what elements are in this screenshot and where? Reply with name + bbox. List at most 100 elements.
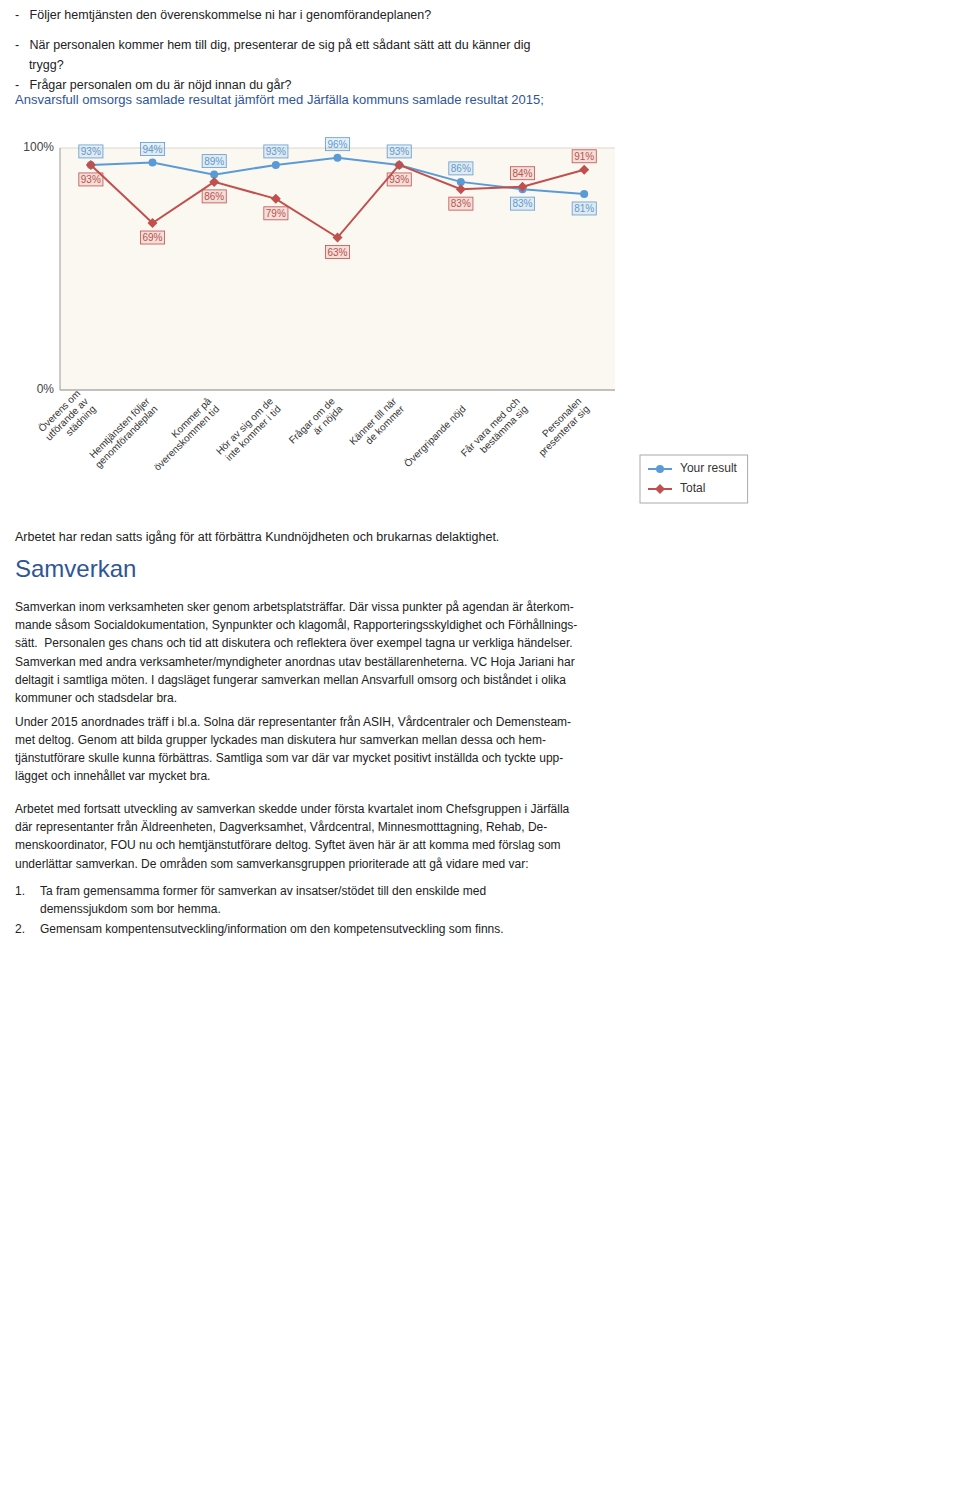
series-line: [91, 165, 584, 238]
data-label-text: 84%: [512, 168, 532, 179]
data-label: 81%: [572, 202, 596, 215]
marker: [333, 233, 343, 243]
data-label-box: [449, 162, 473, 175]
marker: [580, 190, 588, 198]
x-tick-label: Frågar om deär nöjda: [287, 395, 345, 453]
x-tick-label-group: Kommer påöverenskommen tid: [144, 395, 222, 473]
data-labels: 93% 93% 94% 69% 89% 86% 93% 79% 96% 63% 93% 93% 86% 8…: [79, 138, 596, 259]
data-label-box: [140, 231, 164, 244]
legend-frame: [640, 455, 748, 503]
data-label: 79%: [264, 207, 288, 220]
y-tick-label: 0%: [37, 382, 55, 396]
marker: [656, 465, 664, 473]
data-label-box: [79, 173, 103, 186]
data-label-text: 93%: [266, 146, 286, 157]
data-label: 86%: [202, 190, 226, 203]
data-label-text: 63%: [327, 247, 347, 258]
x-tick-label-group: Hör av sig om deinte kommer i tid: [214, 395, 283, 464]
data-label-text: 93%: [389, 146, 409, 157]
data-label-text: 94%: [142, 144, 162, 155]
data-label: 96%: [325, 138, 349, 151]
list-line: Ta fram gemensamma former för samverkan …: [40, 884, 486, 898]
x-tick-label-group: Hemtjänsten följergenomförandeplan: [85, 395, 160, 470]
chart-title: Ansvarsfull omsorgs samlade resultat jäm…: [15, 92, 544, 107]
bullet-text: - Följer hemtjänsten den överenskommelse…: [15, 8, 431, 22]
y-tick-label: 100%: [23, 140, 54, 154]
data-label-box: [140, 143, 164, 156]
data-label-text: 91%: [574, 151, 594, 162]
data-label-box: [510, 167, 534, 180]
paragraph-line: mande såsom Socialdokumentation, Synpunk…: [15, 618, 577, 632]
data-label: 83%: [510, 197, 534, 210]
marker: [334, 154, 342, 162]
x-tick-label: Personalenpresenterar sig: [529, 396, 592, 459]
marker: [579, 165, 589, 175]
x-tick-label: Får vara med ochbestämma sig: [459, 396, 530, 467]
bullet-text: - Frågar personalen om du är nöjd innan …: [15, 78, 292, 92]
paragraph-line: lägget och innehållet var mycket bra.: [15, 769, 210, 783]
data-label-box: [325, 246, 349, 259]
data-label-box: [325, 138, 349, 151]
paragraph-line: Under 2015 anordnades träff i bl.a. Soln…: [15, 715, 571, 729]
body-text: Arbetet har redan satts igång för att fö…: [15, 530, 499, 544]
paragraph-line: kommuner och stadsdelar bra.: [15, 691, 177, 705]
series-line: [91, 158, 584, 194]
data-label-text: 86%: [451, 163, 471, 174]
x-tick-label: Känner till närde kommer: [347, 395, 407, 455]
data-label: 89%: [202, 155, 226, 168]
data-label-text: 93%: [81, 174, 101, 185]
marker: [456, 184, 466, 194]
legend-label: Total: [680, 481, 705, 495]
data-label-box: [264, 207, 288, 220]
marker: [655, 484, 665, 494]
data-label-text: 83%: [451, 198, 471, 209]
data-label-text: 89%: [204, 156, 224, 167]
data-label: 63%: [325, 246, 349, 259]
data-label: 91%: [572, 150, 596, 163]
paragraph-line: menskoordinator, FOU nu och hemtjänstutf…: [15, 838, 561, 852]
x-tick-label: Överens omutförande avstädning: [35, 388, 98, 451]
data-label-text: 81%: [574, 203, 594, 214]
paragraph-line: tjänstutförare skulle kunna förbättras. …: [15, 751, 563, 765]
data-label: 86%: [449, 162, 473, 175]
paragraph-line: met deltog. Genom att bilda grupper lyck…: [15, 733, 546, 747]
data-label-box: [510, 197, 534, 210]
legend-label: Your result: [680, 461, 738, 475]
data-label-text: 79%: [266, 208, 286, 219]
chart: Ansvarsfull omsorgs samlade resultat jäm…: [0, 0, 960, 520]
data-label: 93%: [79, 145, 103, 158]
data-label-text: 69%: [142, 232, 162, 243]
x-tick-label-group: Övergripande nöjd: [402, 403, 468, 469]
data-label-box: [202, 190, 226, 203]
x-tick-label: Hemtjänsten följergenomförandeplan: [85, 395, 160, 470]
data-label: 83%: [449, 197, 473, 210]
marker: [394, 160, 404, 170]
data-label-box: [264, 145, 288, 158]
data-label: 69%: [140, 231, 164, 244]
data-label-box: [79, 145, 103, 158]
data-label-box: [572, 202, 596, 215]
bullet-text: - När personalen kommer hem till dig, pr…: [15, 38, 531, 52]
marker: [148, 218, 158, 228]
x-tick-label: Övergripande nöjd: [402, 403, 468, 469]
data-label: 93%: [387, 173, 411, 186]
legend: Your result Total: [640, 455, 748, 503]
paragraph-line: deltagit i samtliga möten. I dagsläget f…: [15, 673, 566, 687]
x-tick-label-group: Frågar om deär nöjda: [287, 395, 345, 453]
data-label: 84%: [510, 167, 534, 180]
list-number: 2.: [15, 922, 25, 936]
section-heading: Samverkan: [15, 555, 136, 583]
x-tick-label: Kommer påöverenskommen tid: [144, 395, 222, 473]
paragraph-line: Samverkan inom verksamheten sker genom a…: [15, 600, 574, 614]
paragraph-line: Samverkan med andra verksamheter/myndigh…: [15, 655, 575, 669]
data-label-text: 96%: [327, 139, 347, 150]
paragraph-line: underlättar samverkan. De områden som sa…: [15, 857, 529, 871]
marker: [518, 182, 528, 192]
data-label-text: 83%: [512, 198, 532, 209]
list-number: 1.: [15, 884, 25, 898]
list-line: Gemensam kompentensutveckling/informatio…: [40, 922, 504, 936]
data-label-text: 93%: [81, 146, 101, 157]
data-label-box: [387, 145, 411, 158]
data-label: 93%: [79, 173, 103, 186]
paragraph-line: sätt. Personalen ges chans och tid att d…: [15, 636, 573, 650]
